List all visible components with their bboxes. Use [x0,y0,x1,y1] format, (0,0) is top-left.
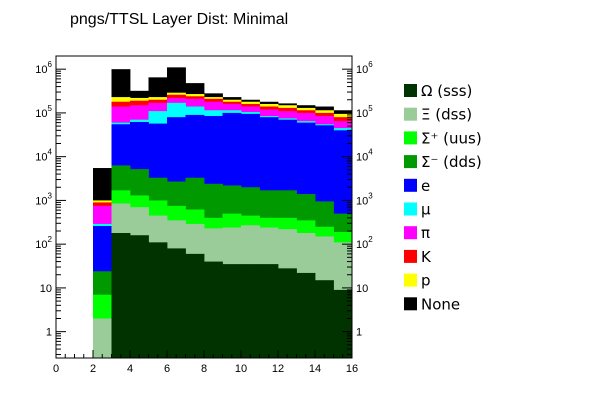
legend-swatch-4 [404,178,417,192]
bar-0-10 [278,268,297,358]
legend-label-3: Σ⁻ (dds) [421,153,482,171]
legend-swatch-6 [404,226,417,240]
x-tick-label-1: 2 [90,363,96,375]
legend-label-2: Σ⁺ (uus) [421,129,482,147]
axis-ticks: 0 2 4 6 8 10 12 14 16 1 1 10 10 102 102 103 103 104 104 105… [35,55,373,375]
legend-swatch-7 [404,249,417,263]
y-tick-label-right-0: 1 [356,327,362,339]
x-tick-label-8: 16 [346,363,358,375]
y-tick-label-right-4: 104 [356,148,373,164]
legend-swatch-9 [404,297,417,311]
legend-label-1: Ξ (dss) [421,106,472,124]
y-tick-label-right-1: 10 [356,283,368,295]
legend-swatch-8 [404,273,417,287]
legend-swatch-5 [404,202,417,216]
legend-label-4: e [421,177,430,195]
bar-0-5 [185,253,205,358]
x-tick-label-4: 8 [201,363,207,375]
bar-0-12 [315,280,334,358]
y-tick-label-left-5: 105 [35,104,52,120]
x-tick-label-5: 10 [235,363,247,375]
y-tick-label-left-0: 1 [46,327,52,339]
bar-1-0 [93,318,112,358]
bar-0-2 [130,235,149,358]
legend-label-8: p [421,272,431,290]
y-tick-label-left-4: 104 [35,148,52,164]
histogram-bars [93,67,353,359]
legend-swatch-3 [404,155,417,169]
bar-0-9 [259,264,279,358]
legend-label-0: Ω (sss) [421,82,472,100]
legend-label-5: μ [421,201,431,219]
bar-0-13 [333,289,353,358]
legend-swatch-0 [404,84,417,97]
x-tick-label-6: 12 [272,363,284,375]
x-tick-label-2: 4 [127,363,133,375]
y-tick-label-right-2: 102 [356,235,373,251]
chart-title: pngs/TTSL Layer Dist: Minimal [70,11,288,28]
x-tick-label-3: 6 [164,363,170,375]
y-tick-label-left-3: 103 [35,191,52,207]
y-tick-label-left-1: 10 [40,283,52,295]
y-tick-label-right-3: 103 [356,191,373,207]
bar-0-7 [222,264,242,358]
x-tick-label-7: 14 [309,363,321,375]
y-tick-label-right-6: 106 [356,60,373,76]
y-tick-label-right-5: 105 [356,104,373,120]
y-tick-label-left-6: 106 [35,60,52,76]
bar-0-8 [241,264,260,358]
legend-swatch-1 [404,107,417,121]
legend-label-6: π [421,224,430,242]
bar-0-11 [296,272,316,358]
series-0 [111,232,353,358]
bar-0-6 [204,261,223,358]
legend-label-9: None [421,295,460,313]
legend-swatch-2 [404,131,417,145]
bar-0-4 [167,248,186,358]
y-tick-label-left-2: 102 [35,235,52,251]
bar-0-3 [148,242,168,358]
x-tick-label-0: 0 [53,363,59,375]
legend-label-7: K [421,248,432,266]
bar-0-1 [111,232,131,358]
